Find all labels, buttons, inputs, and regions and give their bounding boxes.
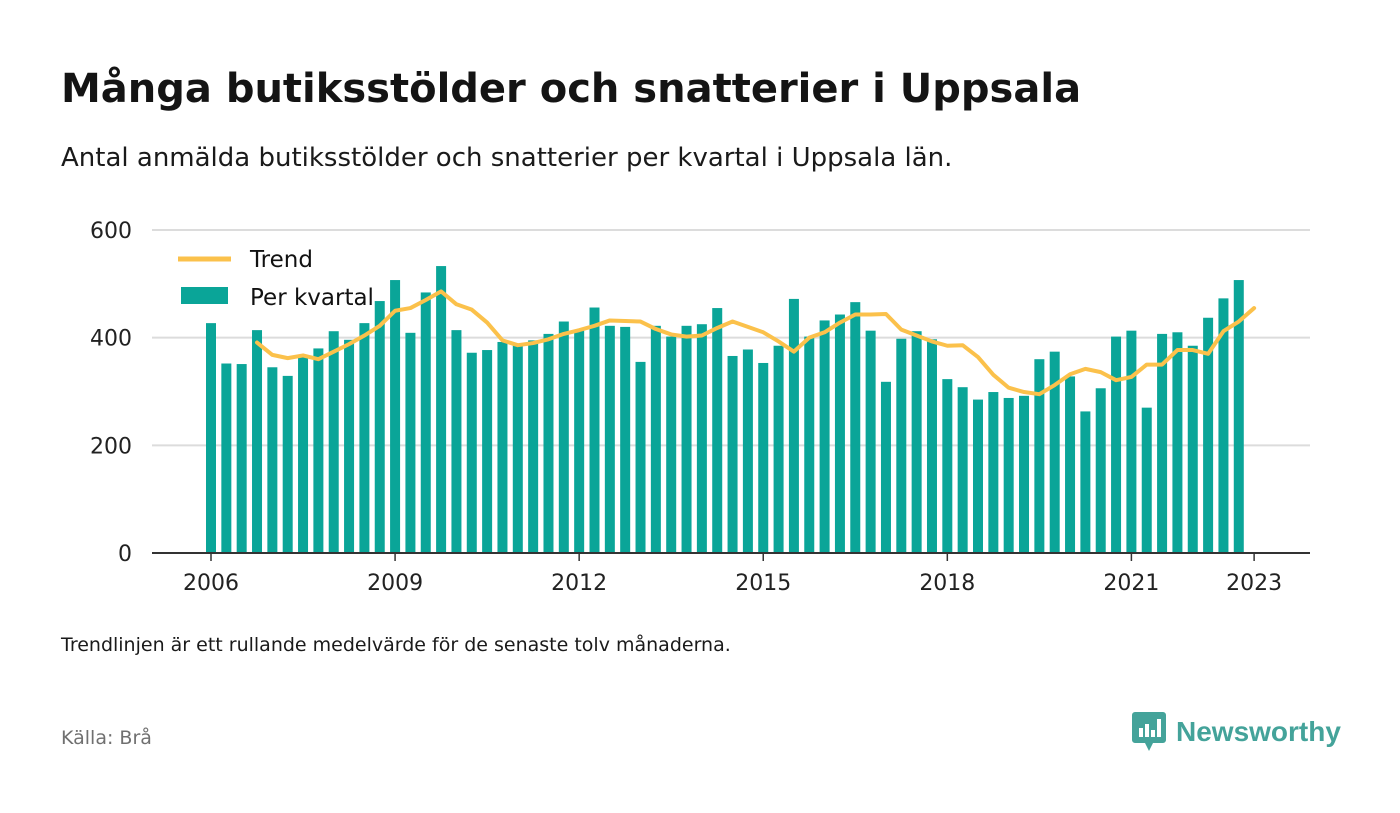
bar: [313, 348, 324, 553]
bar: [926, 339, 937, 553]
x-tick-label: 2012: [551, 571, 607, 596]
bar: [1095, 388, 1106, 553]
bar: [1187, 345, 1198, 553]
bar: [973, 399, 983, 553]
bar: [1019, 395, 1030, 553]
bar: [236, 364, 247, 553]
y-axis-ticks: 0 200 400 600: [90, 219, 132, 567]
bar: [359, 323, 370, 553]
bar: [988, 392, 999, 553]
trend-line: [255, 289, 1257, 397]
bar: [666, 336, 677, 553]
bar: [773, 345, 784, 553]
bar: [497, 341, 508, 553]
bar: [436, 266, 447, 553]
x-tick-label: 2018: [919, 571, 975, 596]
bar-series: [206, 266, 1244, 553]
bar: [650, 325, 661, 553]
bar: [282, 375, 293, 553]
y-tick-label: 200: [90, 434, 132, 459]
bar: [512, 344, 523, 553]
bar: [420, 292, 431, 553]
bar: [1049, 351, 1060, 553]
bar: [681, 325, 692, 553]
bar: [344, 339, 355, 553]
bar: [1003, 397, 1014, 553]
x-tick-label: 2015: [735, 571, 791, 596]
bar: [819, 320, 830, 553]
bar: [589, 307, 600, 553]
bar: [328, 331, 339, 553]
bar: [788, 298, 799, 553]
bar: [635, 361, 646, 553]
brand-name: Newsworthy: [1176, 716, 1341, 747]
bar: [865, 330, 876, 553]
bar: [1080, 411, 1091, 553]
bar: [405, 332, 416, 553]
y-tick-label: 0: [118, 542, 132, 567]
bar: [1203, 317, 1214, 553]
bar: [696, 324, 707, 553]
bar: [558, 321, 569, 553]
chart-subtitle: Antal anmälda butiksstölder och snatteri…: [61, 143, 953, 173]
bar: [221, 363, 232, 553]
bar: [834, 314, 845, 553]
bar: [804, 336, 815, 553]
footnote: Trendlinjen är ett rullande medelvärde f…: [61, 634, 731, 656]
bar: [574, 330, 585, 553]
bar: [374, 301, 385, 553]
bar: [543, 333, 554, 553]
x-tick-label: 2023: [1226, 571, 1282, 596]
source-label: Källa: Brå: [61, 727, 152, 749]
bar: [451, 330, 462, 553]
bar: [620, 326, 631, 553]
newsworthy-logo-icon: [1132, 712, 1166, 751]
bar: [957, 387, 968, 553]
x-axis-ticks: 2006 2009 2012 2015 2018 2021 2023: [183, 553, 1282, 596]
x-tick-label: 2021: [1103, 571, 1159, 596]
bar: [604, 325, 615, 553]
bar: [390, 280, 401, 553]
bar: [911, 331, 922, 553]
bar: [1111, 336, 1122, 553]
bar: [742, 349, 753, 553]
bar: [880, 381, 891, 553]
bar: [1157, 333, 1168, 553]
y-tick-label: 600: [90, 219, 132, 244]
legend-bar-label: Per kvartal: [250, 285, 374, 311]
chart-title: Många butiksstölder och snatterier i Upp…: [61, 66, 1082, 112]
bar: [727, 355, 738, 553]
x-tick-label: 2006: [183, 571, 239, 596]
bar: [850, 302, 861, 553]
bar: [1233, 280, 1244, 553]
bar: [482, 350, 493, 553]
x-tick-label: 2009: [367, 571, 423, 596]
y-tick-label: 400: [90, 327, 132, 352]
bar: [712, 308, 723, 553]
legend-trend-label: Trend: [249, 247, 313, 273]
bar: [1141, 407, 1152, 553]
bar: [758, 362, 769, 553]
bar: [267, 367, 278, 553]
bar: [528, 340, 539, 553]
bar: [252, 330, 263, 553]
brand-logo[interactable]: Newsworthy: [1132, 712, 1341, 752]
bar: [1172, 332, 1183, 553]
bar: [896, 338, 907, 553]
bar: [1034, 359, 1045, 553]
bar: [1126, 330, 1137, 553]
bar: [466, 352, 477, 553]
bar: [1218, 298, 1229, 553]
bar: [298, 354, 309, 553]
bar: [1065, 376, 1076, 553]
legend: Trend Per kvartal: [178, 247, 374, 311]
legend-bar-swatch: [181, 287, 228, 304]
bar: [206, 323, 216, 553]
bar: [942, 379, 953, 553]
